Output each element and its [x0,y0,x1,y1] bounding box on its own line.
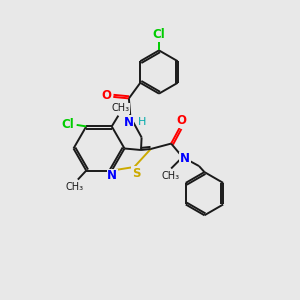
Text: S: S [132,167,140,180]
Text: H: H [138,117,146,128]
Text: CH₃: CH₃ [112,103,130,113]
Text: CH₃: CH₃ [161,171,180,181]
Text: Cl: Cl [153,28,165,41]
Text: O: O [102,89,112,102]
Text: O: O [176,114,186,127]
Text: N: N [180,152,190,165]
Text: N: N [107,169,117,182]
Text: N: N [124,116,134,129]
Text: CH₃: CH₃ [65,182,83,192]
Text: Cl: Cl [61,118,74,131]
